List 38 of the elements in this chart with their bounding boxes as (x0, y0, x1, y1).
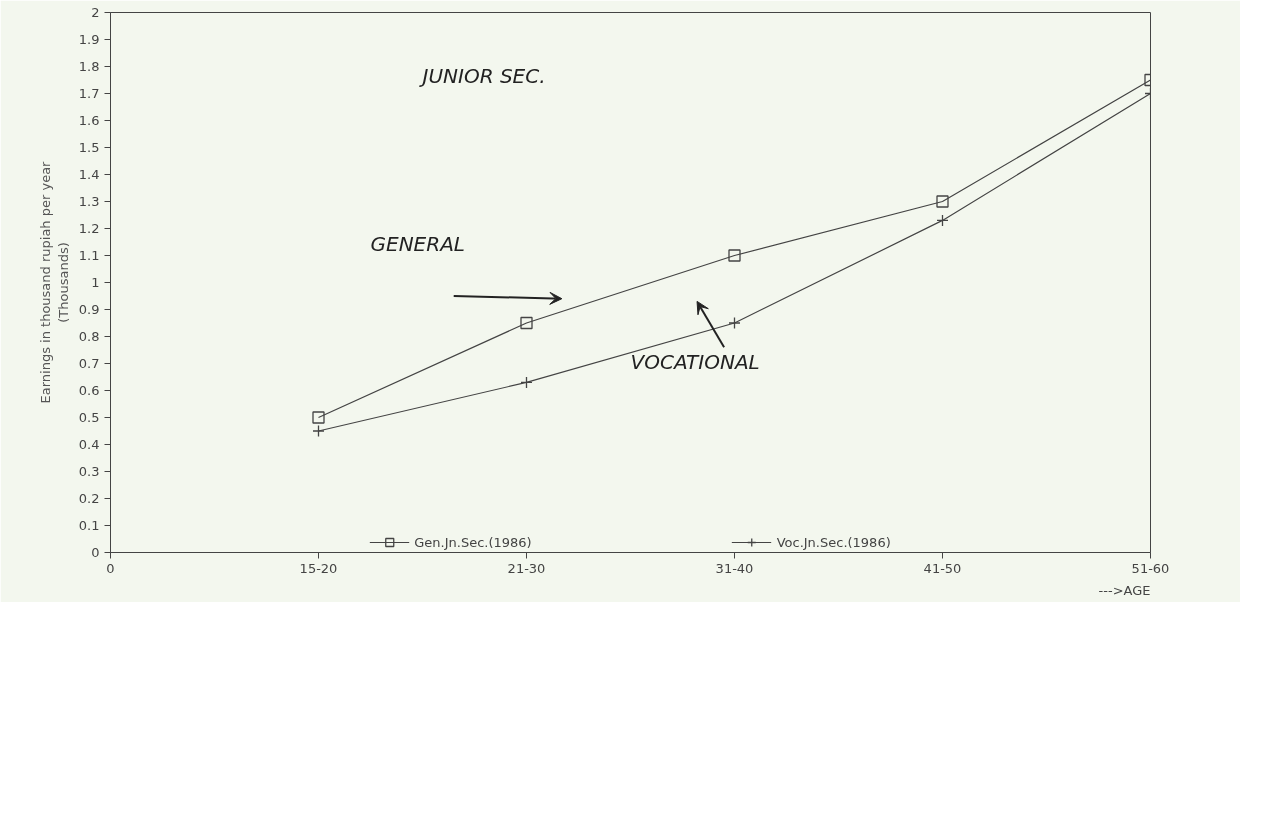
y-tick-label: 0.8 (78, 329, 100, 344)
y-tick-label: 1.3 (78, 194, 100, 209)
x-tick-label: 0 (106, 560, 115, 576)
annotation: GENERAL (370, 231, 465, 256)
point (520, 316, 533, 330)
x-tick-label: 31-40 (715, 560, 754, 576)
y-tick-label: 1.1 (78, 248, 100, 263)
y-tick-label: 0.3 (78, 464, 100, 479)
y-tick-label: 1 (91, 275, 100, 290)
y-tick-label: 0.2 (78, 491, 100, 506)
y-axis-title: Earnings in thousand rupiah per year (Thousands) (37, 160, 71, 404)
y-tick-label: 0.7 (78, 356, 100, 371)
y-tick-label: 1.8 (78, 59, 100, 74)
point (312, 411, 325, 424)
point (728, 249, 741, 262)
x-tick-label: 51-60 (1131, 560, 1170, 576)
x-axis-title: --->AGE (1098, 582, 1151, 598)
x-tick-label: 41-50 (923, 560, 962, 576)
x-tick-label: 21-30 (507, 560, 546, 576)
annotation: VOCATIONAL (630, 350, 760, 375)
legend-label: Gen.Jn.Sec.(1986) (414, 534, 532, 550)
legend-label: Voc.Jn.Sec.(1986) (776, 534, 891, 550)
y-tick-label: 1.5 (78, 140, 100, 155)
x-tick-label: 15-20 (299, 560, 338, 576)
y-tick-label: 0.6 (78, 383, 100, 398)
y-tick-label: 0.4 (78, 437, 100, 452)
y-tick-label: 1.9 (78, 32, 100, 47)
y-tick-label: 0.9 (78, 302, 100, 317)
y-tick-label: 0 (91, 545, 100, 560)
y-tick-label: 1.7 (78, 86, 100, 101)
y-tick-label: 0.1 (78, 518, 100, 533)
y-tick-label: 1.2 (78, 221, 100, 236)
annotation: JUNIOR SEC. (418, 64, 546, 89)
point (936, 195, 949, 208)
y-tick-label: 1.6 (78, 113, 100, 128)
y-tick-label: 1.4 (78, 167, 100, 182)
y-tick-label: 0.5 (78, 410, 100, 425)
y-tick-label: 2 (91, 5, 100, 20)
